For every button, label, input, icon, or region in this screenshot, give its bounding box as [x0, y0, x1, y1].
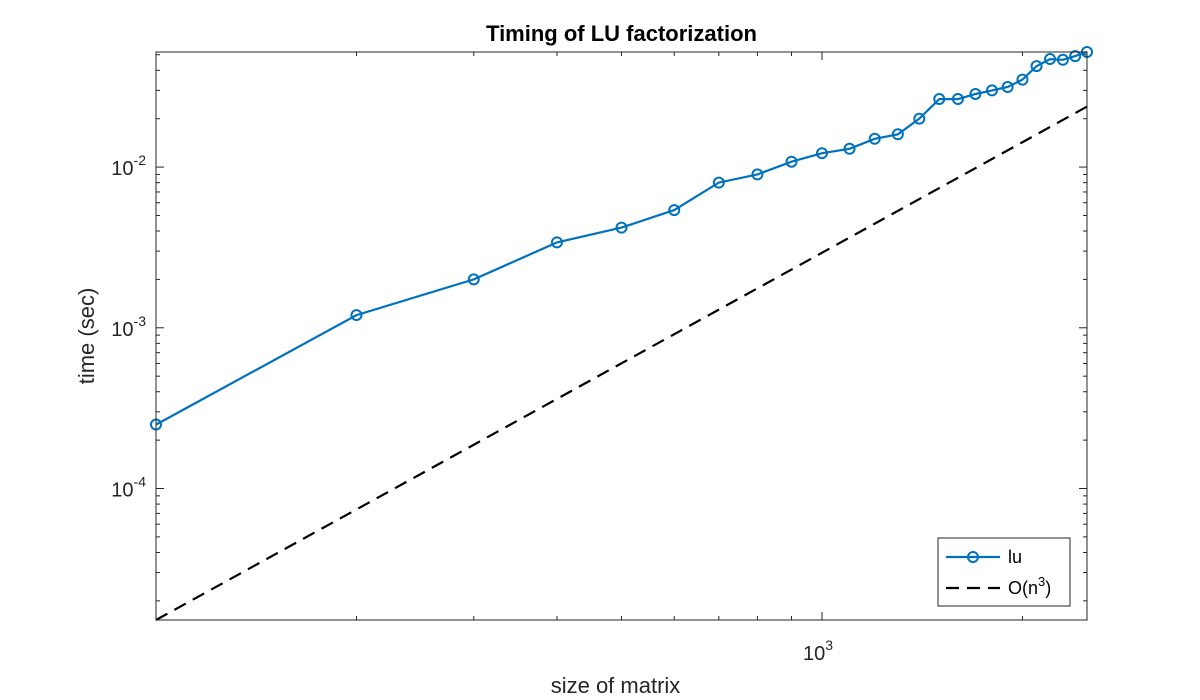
series-point-0: [933, 93, 946, 106]
series-point-0: [467, 273, 480, 286]
x-tick-exponent: 3: [825, 637, 833, 653]
series-point-0: [712, 176, 725, 189]
y-tick-base: 10: [111, 158, 133, 180]
series-point-0: [843, 142, 856, 155]
series-point-0: [785, 155, 798, 168]
y-tick-label: 10-2: [111, 152, 146, 180]
series-point-0: [668, 204, 681, 217]
y-tick-base: 10: [111, 480, 133, 502]
series-point-0: [1056, 53, 1069, 66]
series-point-0: [951, 93, 964, 106]
series-point-0: [350, 309, 363, 322]
legend-marker-lu: [967, 551, 979, 563]
y-tick-exponent: -4: [134, 474, 147, 490]
series-point-0: [815, 147, 828, 160]
y-tick-exponent: -2: [134, 152, 147, 168]
legend-label-o-n3-sup: 3: [1038, 574, 1045, 589]
series-point-0: [1069, 50, 1082, 63]
plot-area: [156, 52, 1087, 620]
series-line-0: [155, 50, 1088, 426]
x-tick-label: 103: [803, 637, 833, 665]
series-point-0: [1016, 73, 1029, 86]
axis-ticks: [156, 52, 1087, 620]
series-point-0: [550, 236, 563, 249]
y-tick-exponent: -3: [134, 313, 147, 329]
y-tick-label: 10-4: [111, 474, 146, 502]
y-tick-label: 10-3: [111, 313, 146, 341]
x-tick-base: 10: [803, 643, 825, 665]
series-point-0: [751, 168, 764, 181]
legend-label-o-n3-suffix: ): [1045, 578, 1051, 598]
series-point-0: [868, 132, 881, 145]
legend: lu O(n3): [937, 537, 1071, 607]
series-point-0: [913, 112, 926, 125]
series-point-0: [891, 128, 904, 141]
legend-label-lu: lu: [1008, 547, 1022, 567]
series-line-1: [155, 105, 1088, 621]
series-point-0: [985, 84, 998, 97]
series-point-0: [1044, 53, 1057, 66]
axes-box: [155, 51, 1088, 621]
series-point-0: [615, 221, 628, 234]
series-point-0: [1030, 60, 1043, 73]
y-axis-label: time (sec): [74, 288, 99, 385]
series-point-0: [969, 87, 982, 100]
x-axis-label: size of matrix: [551, 673, 681, 698]
y-tick-base: 10: [111, 319, 133, 341]
legend-box: [937, 537, 1071, 607]
legend-label-o-n3-main: O(n: [1008, 578, 1038, 598]
chart-title: Timing of LU factorization: [486, 21, 757, 46]
legend-label-o-n3: O(n3): [1008, 574, 1051, 598]
series-point-0: [1001, 80, 1014, 93]
